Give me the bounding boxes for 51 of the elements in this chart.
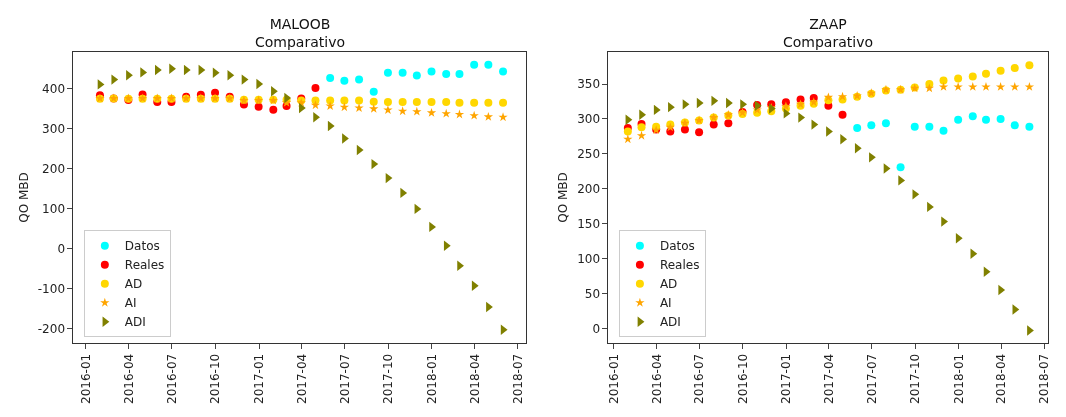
legend-label: Datos xyxy=(659,239,695,254)
legend-label: Datos xyxy=(124,239,160,254)
x-tick-label: 2016-04 xyxy=(649,353,664,404)
legend-label: Reales xyxy=(124,258,165,273)
x-tick-label: 2018-07 xyxy=(510,353,525,404)
x-tick-label: 2018-07 xyxy=(1036,353,1051,404)
legend-label: Reales xyxy=(659,258,700,273)
x-tick-label: 2016-04 xyxy=(121,353,136,404)
y-tick-label: 100 xyxy=(577,251,601,266)
y-tick-label: 300 xyxy=(42,122,66,137)
x-tick-label: 2016-10 xyxy=(208,353,223,404)
y-tick-label: 250 xyxy=(577,147,601,162)
x-tick-label: 2017-10 xyxy=(908,353,923,404)
x-tick-label: 2018-01 xyxy=(951,353,966,404)
x-tick-label: 2018-04 xyxy=(467,353,482,404)
x-tick-label: 2016-07 xyxy=(164,353,179,404)
x-tick-label: 2016-07 xyxy=(692,353,707,404)
x-tick-label: 2016-01 xyxy=(78,353,93,404)
y-tick-label: 350 xyxy=(577,77,601,92)
x-tick-label: 2017-01 xyxy=(779,353,794,404)
x-tick-label: 2016-10 xyxy=(735,353,750,404)
legend-label: ADI xyxy=(124,315,146,330)
y-tick-label: 300 xyxy=(577,112,601,127)
x-tick-label: 2017-04 xyxy=(294,353,309,404)
x-tick-label: 2017-07 xyxy=(864,353,879,404)
y-tick-label: -100 xyxy=(37,282,66,297)
x-tick-label: 2018-04 xyxy=(993,353,1008,404)
x-tick-label: 2017-07 xyxy=(337,353,352,404)
y-tick-label: 400 xyxy=(42,82,66,97)
y-tick-label: 200 xyxy=(42,162,66,177)
y-tick-label: 50 xyxy=(584,286,601,301)
y-tick-label: 0 xyxy=(592,321,601,336)
y-tick-label: 100 xyxy=(42,202,66,217)
legend-label: AD xyxy=(124,277,143,292)
y-tick-label: 200 xyxy=(577,181,601,196)
y-tick-label: 0 xyxy=(57,242,66,257)
y-tick-label: 150 xyxy=(577,216,601,231)
legend-label: AD xyxy=(659,277,678,292)
x-tick-label: 2017-10 xyxy=(381,353,396,404)
x-tick-label: 2018-01 xyxy=(424,353,439,404)
chart-title: ZAAP Comparativo xyxy=(783,16,874,51)
y-axis-title: QO MBD xyxy=(556,172,571,223)
y-axis-title: QO MBD xyxy=(17,172,32,223)
chart-title: MALOOB Comparativo xyxy=(255,16,346,51)
y-tick-label: -200 xyxy=(37,322,66,337)
legend-label: AI xyxy=(659,296,672,311)
x-tick-label: 2016-01 xyxy=(606,353,621,404)
legend-label: AI xyxy=(124,296,137,311)
legend-label: ADI xyxy=(659,315,681,330)
x-tick-label: 2017-01 xyxy=(252,353,266,404)
x-tick-label: 2017-04 xyxy=(821,353,836,404)
